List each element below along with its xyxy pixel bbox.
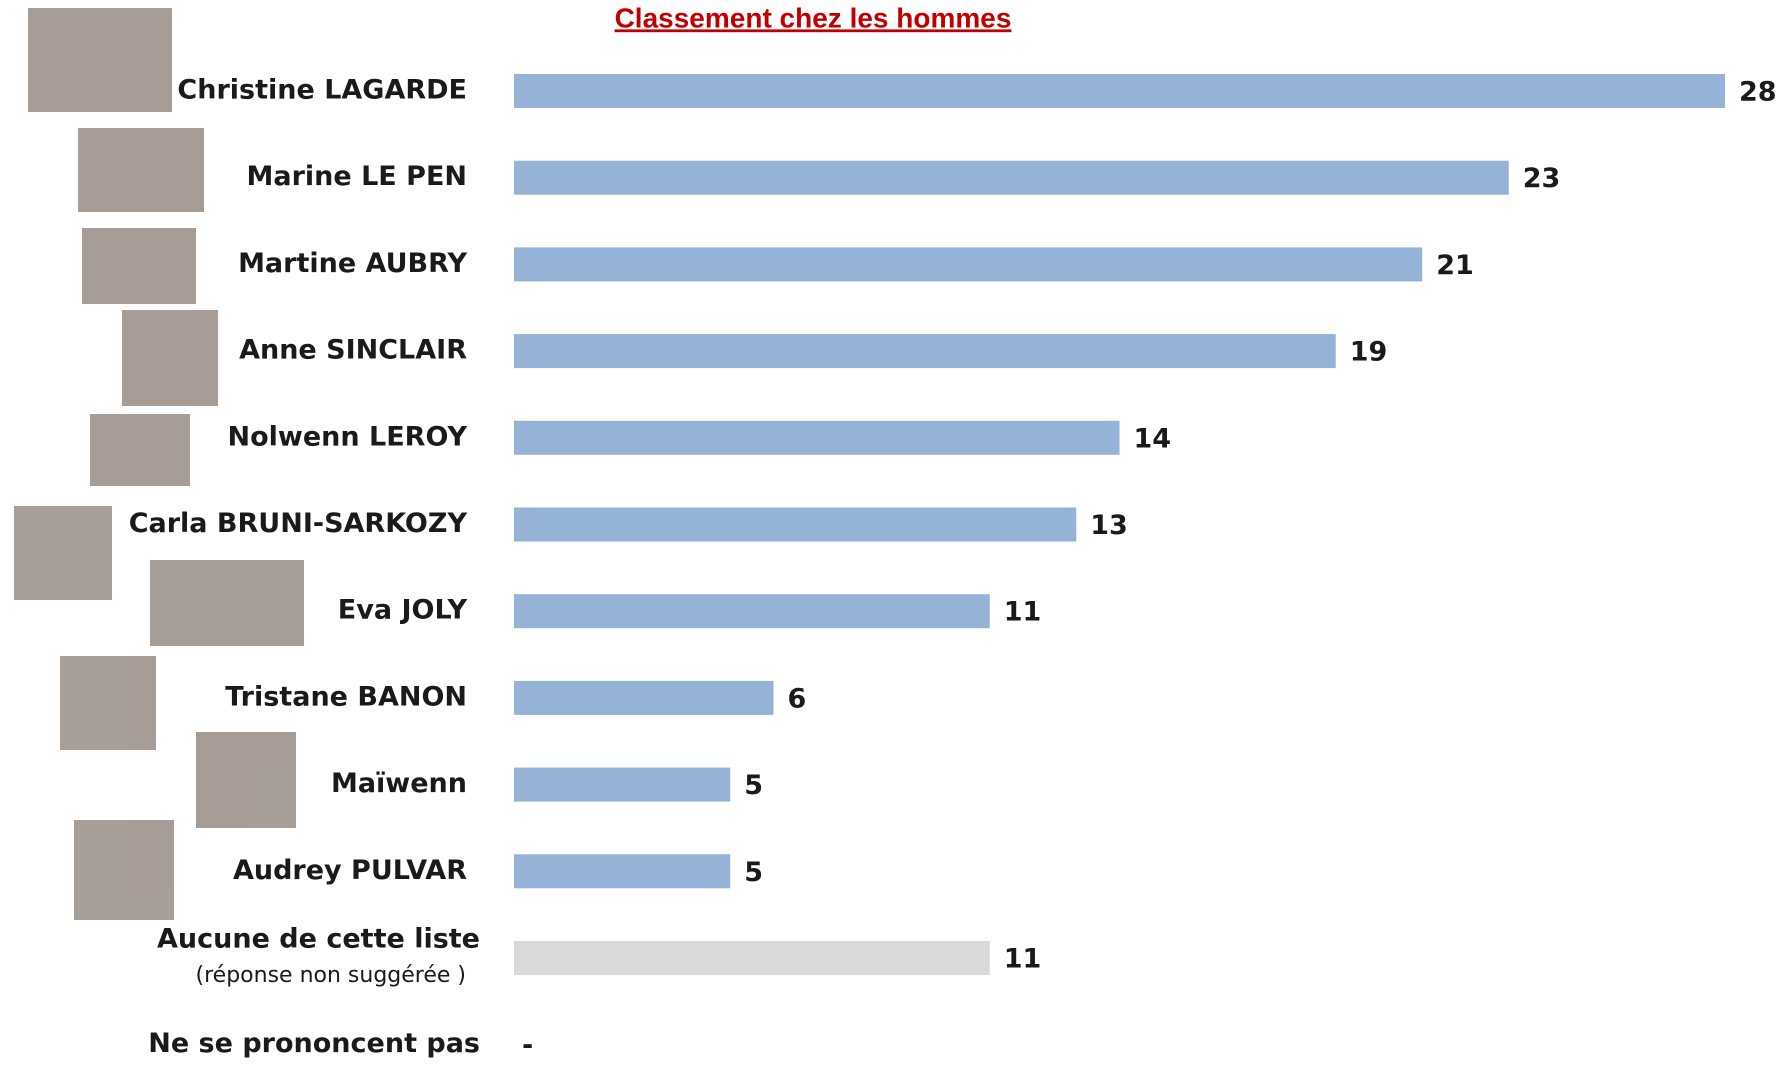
value-label: 14 xyxy=(1134,423,1172,454)
category-label: Audrey PULVAR xyxy=(233,855,467,886)
value-label: 11 xyxy=(1004,944,1042,975)
category-label: Christine LAGARDE xyxy=(177,75,467,106)
bar xyxy=(514,854,730,888)
bar xyxy=(514,161,1509,195)
category-label: Anne SINCLAIR xyxy=(239,335,467,366)
bar xyxy=(514,681,774,715)
category-label: Ne se prononcent pas xyxy=(148,1028,480,1059)
category-label: Maïwenn xyxy=(331,768,467,799)
value-label: 23 xyxy=(1523,163,1561,194)
category-label: Aucune de cette liste xyxy=(157,924,480,955)
value-label: 19 xyxy=(1350,337,1388,368)
category-label: Marine LE PEN xyxy=(247,161,467,192)
category-label: Carla BRUNI-SARKOZY xyxy=(129,508,468,539)
photo xyxy=(150,560,304,646)
photo xyxy=(28,8,172,112)
value-label: 6 xyxy=(788,683,807,714)
value-label: - xyxy=(522,1030,533,1061)
chart: Classement chez les hommes Christine LAG… xyxy=(0,0,1784,1065)
value-label: 5 xyxy=(744,770,763,801)
photos xyxy=(14,8,304,920)
bar xyxy=(514,247,1422,281)
bar xyxy=(514,594,990,628)
bar xyxy=(514,941,990,975)
photo xyxy=(82,228,196,304)
bar xyxy=(514,768,730,802)
bar xyxy=(514,74,1725,108)
photo xyxy=(90,414,190,486)
value-label: 5 xyxy=(744,857,763,888)
category-label: Nolwenn LEROY xyxy=(228,421,468,452)
value-label: 11 xyxy=(1004,597,1042,628)
bar xyxy=(514,421,1120,455)
bar xyxy=(514,334,1336,368)
value-label: 28 xyxy=(1739,77,1777,108)
value-label: 21 xyxy=(1436,250,1474,281)
category-label: Martine AUBRY xyxy=(238,248,467,279)
photo xyxy=(74,820,174,920)
bar xyxy=(514,508,1076,542)
photo xyxy=(122,310,218,406)
photo xyxy=(14,506,112,600)
photo xyxy=(78,128,204,212)
category-label: Tristane BANON xyxy=(225,681,467,712)
chart-title: Classement chez les hommes xyxy=(615,2,1012,33)
category-sublabel: (réponse non suggérée ) xyxy=(196,963,466,988)
photo xyxy=(60,656,156,750)
photo xyxy=(196,732,296,828)
category-label: Eva JOLY xyxy=(338,595,468,626)
value-label: 13 xyxy=(1090,510,1128,541)
